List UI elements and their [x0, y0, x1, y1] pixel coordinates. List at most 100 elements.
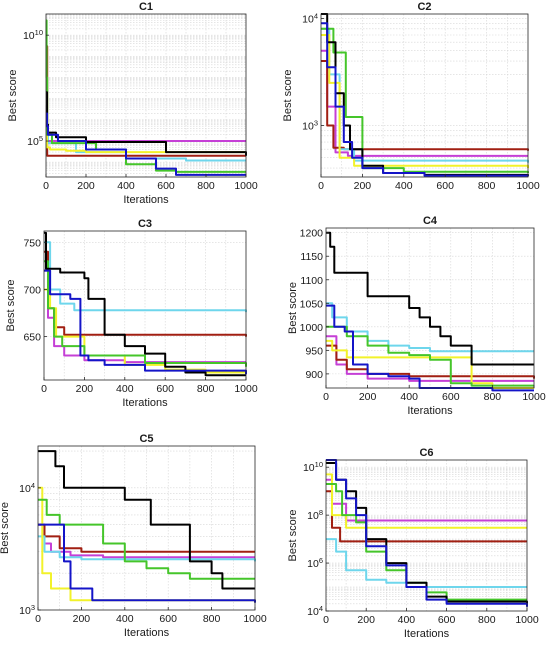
y-tick-label: 1050 [300, 298, 324, 310]
series-line-yellow [326, 339, 534, 389]
axes-box [37, 445, 256, 611]
y-tick-label: 750 [23, 237, 41, 249]
x-tick-label: 800 [197, 383, 215, 395]
x-tick-label: 600 [438, 614, 456, 626]
series-line-green [38, 498, 255, 580]
y-tick-label: 103 [302, 118, 318, 132]
y-tick-label: 108 [307, 508, 323, 522]
y-tick-label: 1100 [300, 275, 323, 287]
chart-title: C3 [138, 218, 152, 230]
x-tick-label: 200 [77, 180, 95, 192]
chart-title: C2 [417, 1, 431, 13]
series-line-blue [321, 22, 529, 177]
x-tick-label: 600 [157, 180, 175, 192]
y-tick-label: 1010 [23, 28, 43, 42]
series-line-green [44, 260, 247, 367]
x-tick-label: 0 [41, 383, 47, 395]
x-tick-label: 400 [117, 180, 135, 192]
series-line-cyan [44, 241, 247, 313]
y-axis-label: Best score [287, 510, 299, 562]
axes-box [325, 227, 535, 389]
y-tick-label: 103 [19, 603, 35, 617]
grid [321, 14, 528, 177]
y-tick-label: 650 [23, 332, 41, 344]
x-tick-label: 200 [357, 614, 375, 626]
chart-title: C4 [423, 215, 438, 227]
y-axis-label: Best score [0, 502, 11, 554]
series-line-yellow [46, 129, 246, 154]
series-line-blue [44, 269, 247, 375]
y-tick-label: 900 [305, 369, 323, 381]
x-tick-label: 1000 [522, 391, 546, 403]
y-tick-label: 106 [307, 556, 323, 570]
series-line-black [326, 231, 534, 366]
y-tick-label: 104 [302, 11, 318, 25]
y-tick-label: 700 [23, 284, 41, 296]
series-line-black [38, 450, 255, 590]
axes-box [320, 13, 529, 178]
series-line-blue [326, 459, 528, 607]
x-tick-label: 0 [323, 391, 329, 403]
x-axis-label: Iterations [124, 627, 170, 639]
x-tick-label: 400 [116, 383, 134, 395]
x-axis-label: Iterations [123, 194, 169, 206]
chart-panel-6: 0 200 400 600 800 1000 104 106 108 1010 C6 Iteratio… [287, 447, 539, 640]
y-tick-label: 950 [305, 345, 323, 357]
x-axis-label: Iterations [407, 405, 453, 417]
series-line-green [321, 27, 529, 173]
x-tick-label: 1000 [243, 613, 267, 625]
y-tick-label: 104 [19, 481, 35, 495]
x-tick-label: 1000 [234, 383, 258, 395]
x-tick-label: 0 [35, 613, 41, 625]
y-axis-label: Best score [7, 70, 19, 122]
x-tick-label: 200 [359, 391, 377, 403]
y-tick-label: 104 [307, 604, 323, 618]
x-tick-label: 400 [395, 180, 413, 192]
series-line-yellow [326, 473, 527, 529]
x-axis-label: Iterations [404, 628, 450, 640]
x-tick-label: 800 [197, 180, 215, 192]
x-tick-label: 800 [484, 391, 502, 403]
series-line-yellow [321, 34, 529, 169]
x-tick-label: 800 [203, 613, 221, 625]
x-tick-label: 400 [398, 614, 416, 626]
x-tick-label: 200 [354, 180, 372, 192]
x-tick-label: 1000 [516, 180, 540, 192]
chart-title: C6 [419, 447, 433, 459]
y-axis-label: Best score [5, 280, 17, 332]
y-tick-label: 1000 [300, 322, 324, 334]
chart-title: C5 [139, 433, 153, 445]
y-axis-label: Best score [282, 70, 294, 122]
chart-title: C1 [139, 1, 153, 13]
series-line-blue [38, 523, 256, 603]
x-axis-label: Iterations [122, 397, 168, 409]
x-tick-label: 600 [159, 613, 177, 625]
series-line-blue [46, 112, 246, 176]
axes-box [45, 13, 247, 178]
x-tick-label: 0 [43, 180, 49, 192]
x-tick-label: 0 [318, 180, 324, 192]
x-tick-label: 1000 [234, 180, 258, 192]
x-tick-label: 400 [400, 391, 418, 403]
x-tick-label: 600 [156, 383, 174, 395]
chart-panel-3: 0 200 400 600 800 1000 650 700 750 C3 Iterations Be… [5, 218, 258, 409]
x-tick-label: 200 [76, 383, 94, 395]
y-axis-label: Best score [287, 282, 299, 334]
series-line-green [326, 483, 527, 601]
chart-panel-1: 0 200 400 600 800 1000 105 1010 C1 Iterations Best… [7, 1, 258, 206]
x-tick-label: 800 [478, 180, 496, 192]
x-tick-label: 1000 [515, 614, 539, 626]
series-line-green [326, 325, 534, 387]
x-tick-label: 600 [442, 391, 460, 403]
series-line-black [44, 231, 246, 377]
x-tick-label: 800 [478, 614, 496, 626]
y-tick-label: 1150 [300, 251, 323, 263]
axes-box [325, 459, 528, 612]
y-tick-label: 1200 [300, 228, 324, 240]
series-line-brown [38, 523, 255, 553]
axes-box [43, 230, 247, 381]
chart-panel-5: 0 200 400 600 800 1000 103 104 C5 Iterations Best … [0, 433, 267, 639]
y-tick-label: 1010 [303, 460, 323, 474]
y-tick-label: 105 [27, 134, 43, 148]
